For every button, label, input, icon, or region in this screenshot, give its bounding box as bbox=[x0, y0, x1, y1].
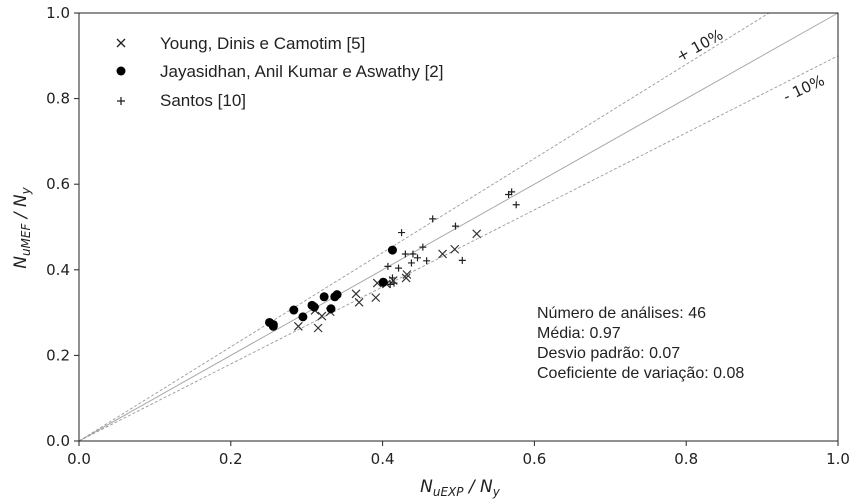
stat-mean: Média: 0.97 bbox=[537, 325, 621, 342]
data-points bbox=[265, 188, 520, 333]
x-axis-label: NuEXP / Ny bbox=[420, 477, 501, 499]
data-point bbox=[293, 321, 303, 331]
data-point bbox=[398, 229, 406, 237]
y-tick-label: 0.0 bbox=[46, 432, 70, 450]
reference-lines bbox=[78, 12, 839, 442]
ticks: 0.0 0.2 0.4 0.6 0.8 1.0 0.0 0.2 0.4 0.6 0.8 1.0 bbox=[46, 4, 850, 468]
data-point bbox=[458, 256, 466, 264]
stat-cv: Coeficiente de variação: 0.08 bbox=[537, 365, 744, 382]
data-point bbox=[401, 250, 409, 258]
data-point bbox=[451, 222, 459, 230]
legend-marker-santos bbox=[117, 97, 125, 105]
data-point bbox=[508, 188, 516, 196]
data-point bbox=[387, 245, 397, 255]
legend-marker-jayasidhan bbox=[116, 66, 126, 76]
band-label-lower: - 10% bbox=[780, 71, 827, 106]
x-tick-label: 0.6 bbox=[522, 450, 546, 468]
stat-std: Desvio padrão: 0.07 bbox=[537, 345, 680, 362]
plot-frame bbox=[78, 12, 839, 442]
statistics-box: Número de análises: 46 Média: 0.97 Desvi… bbox=[537, 305, 744, 382]
x-tick-label: 0.4 bbox=[371, 450, 395, 468]
data-point bbox=[354, 297, 364, 307]
x-tick-label: 0.0 bbox=[67, 450, 91, 468]
data-point bbox=[472, 229, 482, 239]
data-point bbox=[313, 323, 323, 333]
data-point bbox=[332, 290, 342, 300]
data-point bbox=[289, 305, 299, 315]
legend-marker-young bbox=[116, 38, 126, 48]
x-tick-label: 1.0 bbox=[826, 450, 850, 468]
data-point bbox=[401, 273, 411, 283]
data-point bbox=[419, 243, 427, 251]
data-point bbox=[414, 254, 422, 262]
data-point bbox=[371, 293, 381, 303]
data-point bbox=[438, 249, 447, 259]
y-tick-label: 1.0 bbox=[46, 4, 70, 22]
y-axis-label: NuMEF / Ny bbox=[11, 186, 33, 268]
data-point bbox=[319, 292, 329, 302]
data-point bbox=[388, 274, 396, 282]
axes bbox=[78, 12, 839, 442]
data-point bbox=[378, 277, 388, 287]
reference-line-minus-10 bbox=[78, 55, 839, 442]
x-tick-label: 0.2 bbox=[219, 450, 243, 468]
legend-label-santos: Santos [10] bbox=[160, 91, 246, 110]
data-point bbox=[409, 250, 417, 258]
x-tick-label: 0.8 bbox=[674, 450, 698, 468]
reference-line-equal bbox=[78, 12, 839, 442]
data-point bbox=[268, 320, 278, 330]
y-tick-label: 0.8 bbox=[46, 90, 70, 108]
data-point bbox=[402, 270, 412, 279]
reference-line-plus-10 bbox=[78, 12, 770, 442]
data-point bbox=[384, 262, 392, 270]
data-point bbox=[390, 279, 398, 287]
data-point bbox=[429, 215, 437, 223]
legend-label-young: Young, Dinis e Camotim [5] bbox=[160, 34, 365, 53]
data-point bbox=[309, 302, 319, 312]
data-point bbox=[512, 201, 520, 209]
data-point bbox=[317, 311, 327, 321]
data-point bbox=[386, 280, 394, 288]
data-point bbox=[423, 257, 431, 265]
legend-label-jayasidhan: Jayasidhan, Anil Kumar e Aswathy [2] bbox=[160, 62, 444, 81]
data-point bbox=[298, 312, 308, 322]
band-label-upper: + 10% bbox=[673, 25, 726, 65]
y-tick-label: 0.2 bbox=[46, 346, 70, 364]
data-point bbox=[351, 289, 361, 299]
data-point bbox=[326, 304, 336, 314]
stat-count: Número de análises: 46 bbox=[537, 305, 706, 322]
data-point bbox=[395, 264, 403, 272]
data-point bbox=[450, 244, 460, 254]
data-point bbox=[407, 259, 415, 267]
y-tick-label: 0.4 bbox=[46, 261, 70, 279]
legend: Young, Dinis e Camotim [5] Jayasidhan, A… bbox=[116, 34, 444, 110]
y-tick-label: 0.6 bbox=[46, 175, 70, 193]
